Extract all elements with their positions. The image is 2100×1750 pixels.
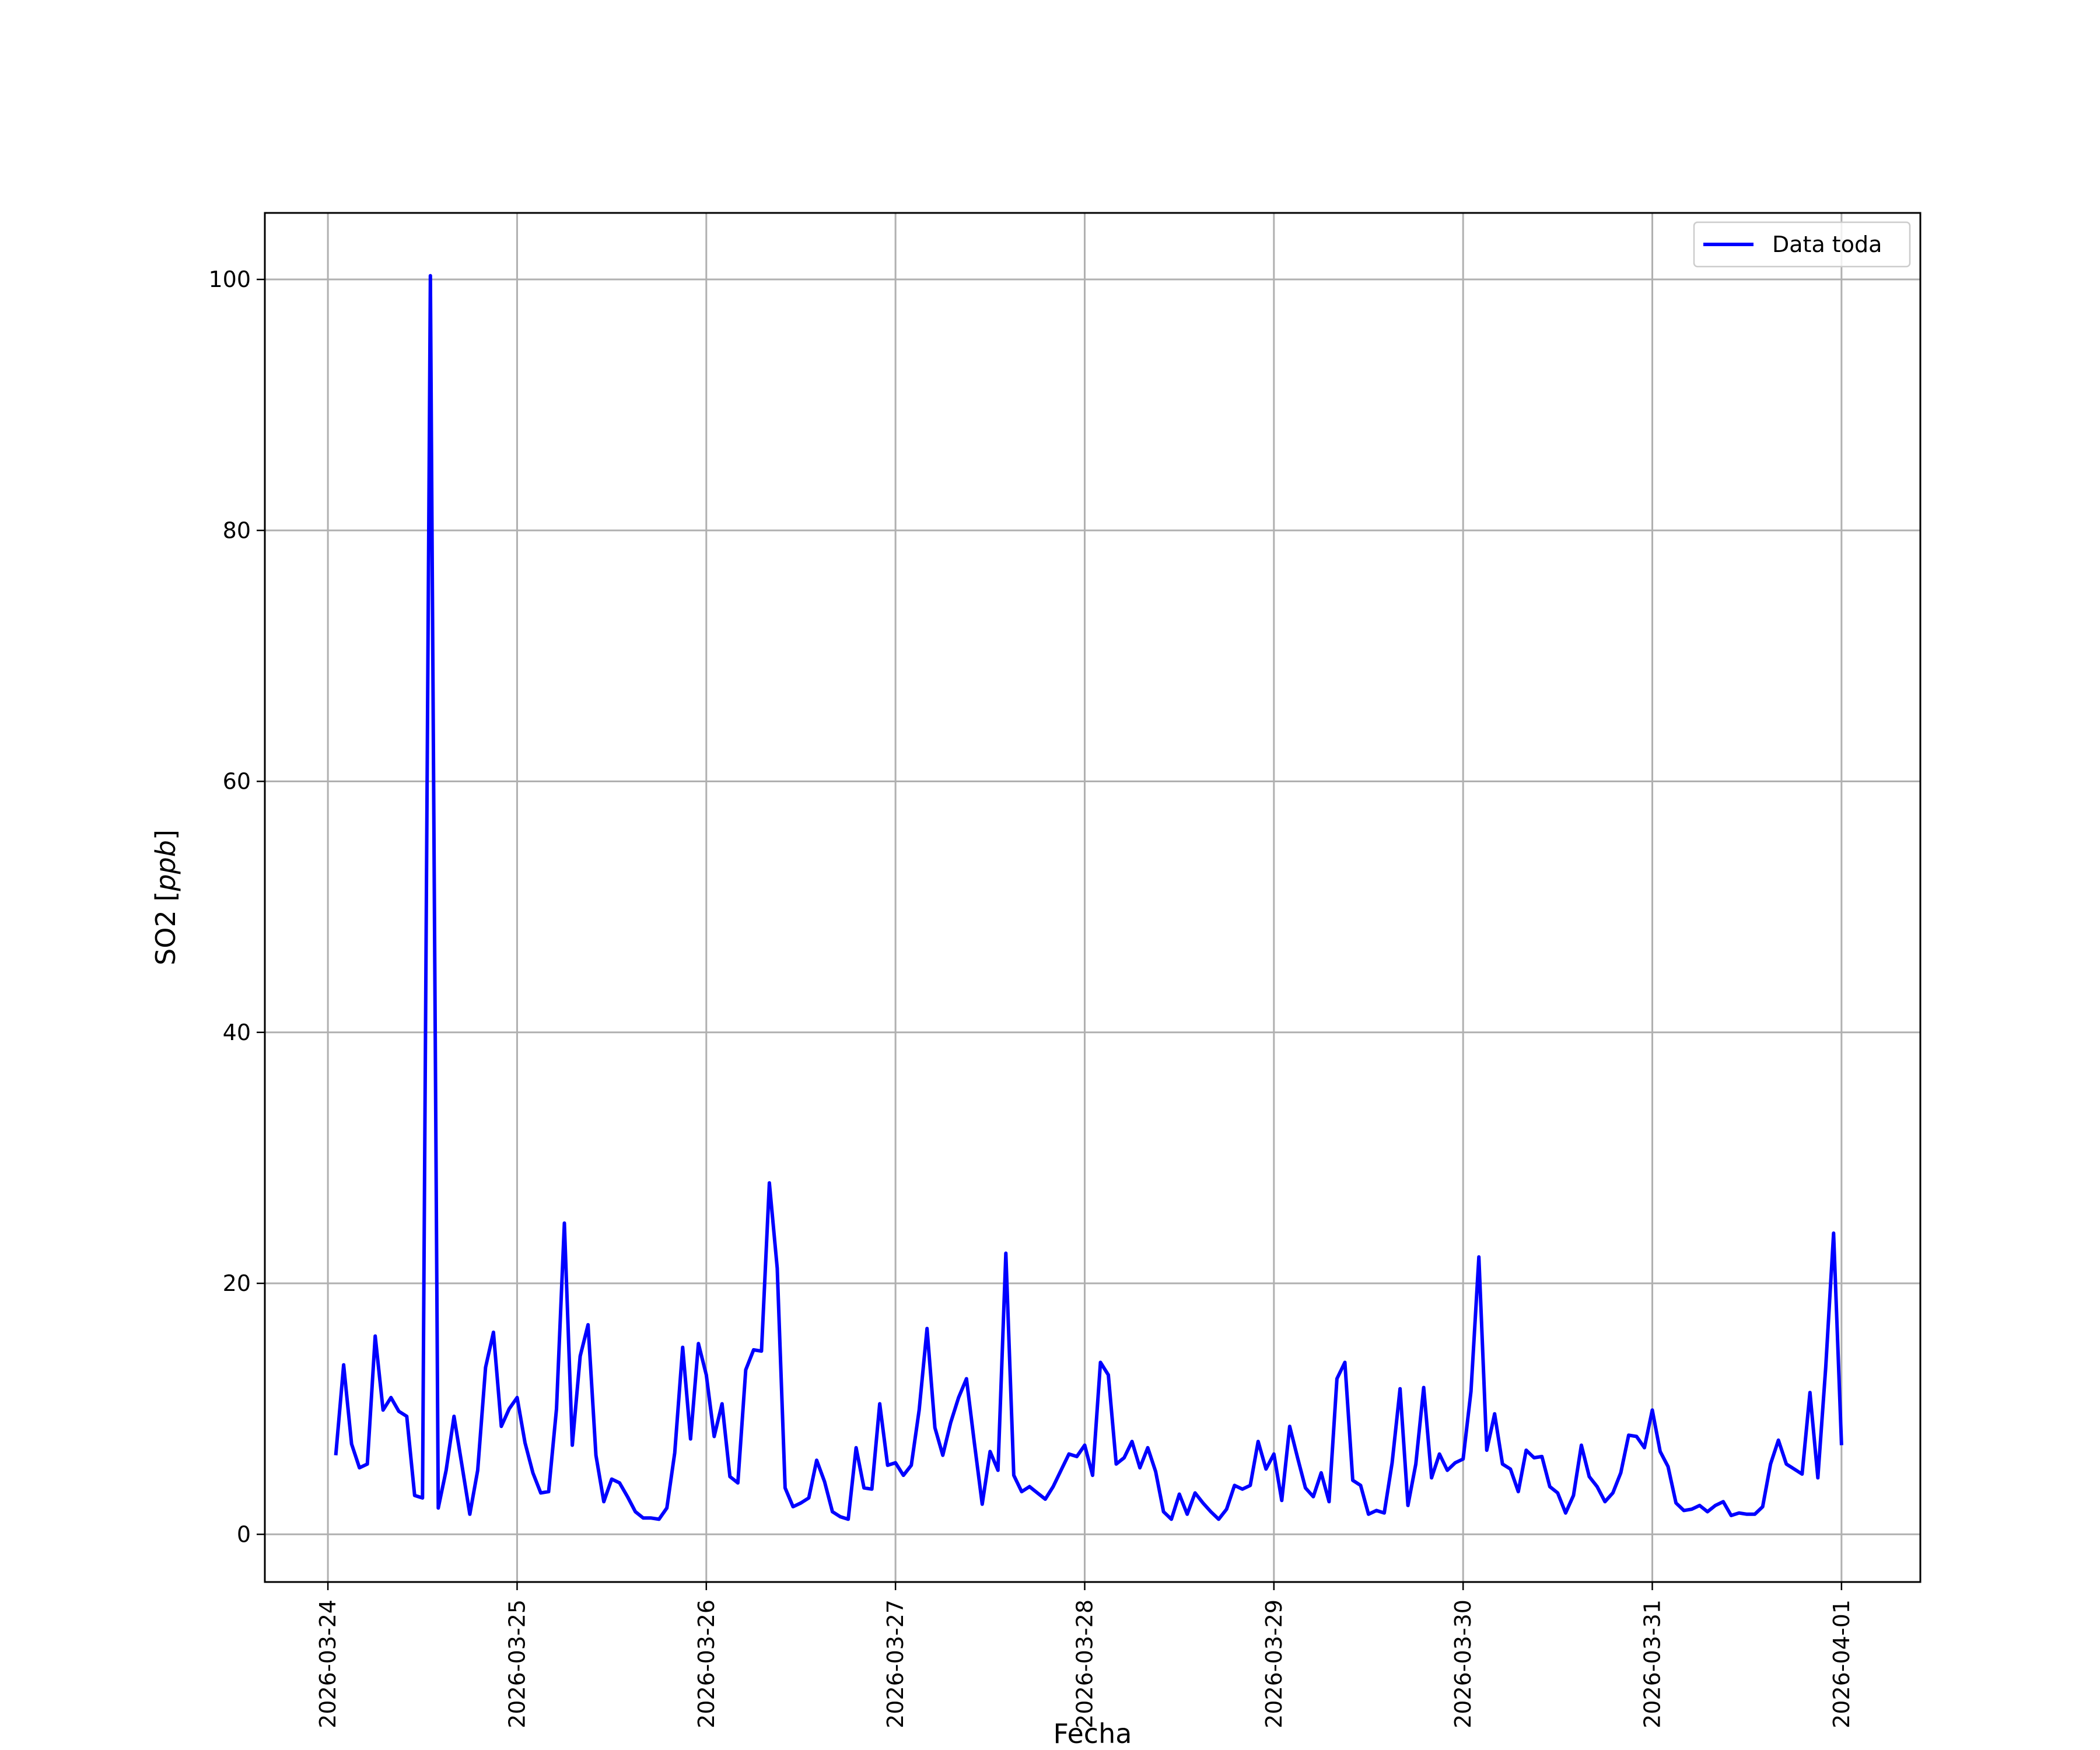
plot-frame	[264, 212, 1922, 1583]
x-axis-title: Fecha	[1054, 1718, 1132, 1749]
x-tick-label: 2026-03-27	[883, 1600, 908, 1728]
y-tick-label: 0	[237, 1521, 251, 1547]
x-tick-label: 2026-03-25	[504, 1600, 530, 1728]
y-tick-label: 40	[223, 1020, 251, 1045]
axis-ticks: 2026-03-24 2026-03-25 2026-03-26 2026-03-27…	[208, 267, 1854, 1728]
series-line	[334, 274, 1843, 1521]
x-tick-label: 2026-03-30	[1450, 1600, 1476, 1728]
legend-box	[1693, 221, 1911, 268]
data-layer	[334, 274, 1843, 1521]
x-tick-label: 2026-03-24	[315, 1600, 341, 1728]
y-axis-title-text: SO2 [	[150, 891, 181, 965]
x-tick-label: 2026-03-29	[1261, 1600, 1287, 1728]
y-axis-title-close: ]	[150, 830, 181, 840]
grid	[265, 213, 1920, 1582]
y-tick-label: 60	[223, 769, 251, 794]
x-tick-label: 2026-04-01	[1829, 1600, 1854, 1728]
y-axis-title: SO2 [ppb]	[150, 830, 181, 965]
y-axis-title-unit: ppb	[150, 840, 181, 892]
y-tick-label: 80	[223, 517, 251, 543]
x-tick-label: 2026-03-31	[1640, 1600, 1665, 1728]
legend-label: Data toda	[1772, 232, 1882, 257]
legend: Data toda	[1693, 221, 1911, 268]
y-tick-label: 100	[208, 267, 251, 292]
x-tick-label: 2026-03-26	[694, 1600, 719, 1728]
x-tick-label: 2026-03-28	[1072, 1600, 1097, 1728]
y-tick-label: 20	[223, 1270, 251, 1296]
